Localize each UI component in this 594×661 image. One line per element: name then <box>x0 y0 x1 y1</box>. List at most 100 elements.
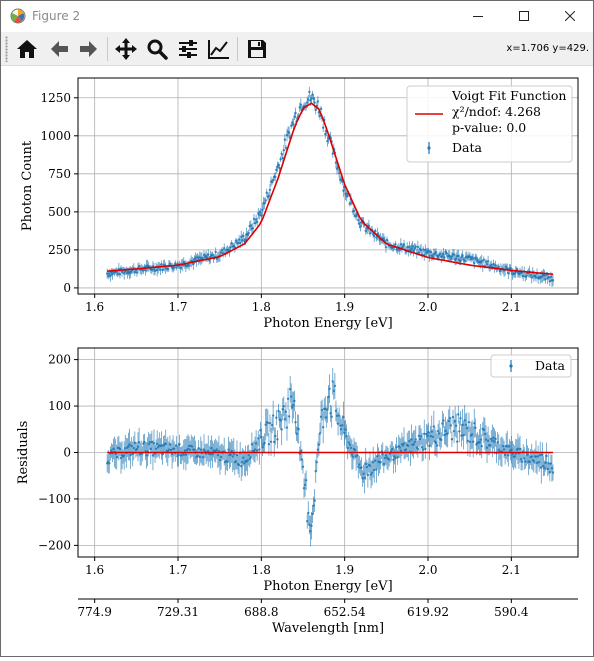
window-title: Figure 2 <box>32 9 81 23</box>
data-point <box>424 248 427 252</box>
data-point <box>254 442 258 445</box>
data-point <box>209 452 212 456</box>
data-point <box>364 462 367 466</box>
data-point <box>284 410 288 414</box>
data-point <box>122 272 126 275</box>
data-point <box>398 446 401 449</box>
data-point <box>274 175 277 179</box>
data-point <box>133 441 137 445</box>
data-point <box>285 426 289 429</box>
data-point <box>473 422 476 425</box>
legend-data-label: Data <box>535 358 565 373</box>
data-point <box>509 267 512 270</box>
data-point <box>273 440 276 444</box>
figure-svg[interactable]: 1.6 1.7 1.8 1.9 2.0 2.1025050075010001250Phot… <box>1 66 593 656</box>
figure-canvas[interactable]: 1.6 1.7 1.8 1.9 2.0 2.1 0 250 500 750 1000 1250 Phot… <box>1 66 593 656</box>
maximize-button[interactable] <box>501 1 547 31</box>
data-point <box>231 455 234 458</box>
data-point <box>373 234 376 238</box>
minimize-button[interactable] <box>455 1 501 31</box>
data-point <box>148 440 151 444</box>
data-point <box>543 467 546 470</box>
data-point <box>490 263 493 267</box>
data-point <box>515 267 519 271</box>
data-point <box>341 424 344 427</box>
wavelength-tick-label: 729.31 <box>157 605 199 619</box>
navigation-toolbar: x=1.706 y=429. <box>1 32 593 66</box>
data-point <box>332 389 336 393</box>
data-point <box>265 191 268 194</box>
data-point <box>445 252 448 255</box>
data-point <box>486 260 490 263</box>
data-point <box>376 454 379 458</box>
toolbar-grip[interactable] <box>5 36 8 62</box>
data-point <box>110 449 113 452</box>
edit-axes-button[interactable] <box>205 35 233 63</box>
data-point <box>447 419 450 423</box>
data-point <box>122 454 126 457</box>
data-point <box>229 453 232 456</box>
data-point <box>542 464 545 468</box>
data-point <box>468 255 472 259</box>
data-point <box>314 108 317 112</box>
data-point <box>368 464 372 467</box>
data-point <box>369 473 373 476</box>
data-point <box>111 272 114 276</box>
fit-axes: 1.6 1.7 1.8 1.9 2.0 2.1 0 250 500 750 1000 1250 Phot… <box>20 77 579 331</box>
data-point <box>246 233 249 237</box>
data-point <box>401 444 405 447</box>
legend: Data <box>490 354 572 378</box>
pan-button[interactable] <box>112 35 140 63</box>
zoom-button[interactable] <box>143 35 171 63</box>
data-point <box>164 442 167 445</box>
data-point <box>412 443 415 446</box>
data-point <box>428 254 431 258</box>
data-point <box>199 448 203 451</box>
data-point <box>211 453 214 456</box>
data-point <box>328 387 331 390</box>
save-button[interactable] <box>243 35 271 63</box>
data-point <box>426 434 429 438</box>
data-point <box>494 264 497 267</box>
data-point <box>249 455 253 459</box>
y-tick-label: 1000 <box>40 129 71 143</box>
legend-box <box>406 85 573 163</box>
data-point <box>219 251 223 254</box>
data-point <box>105 272 109 275</box>
data-point <box>493 440 496 443</box>
data-point <box>419 248 423 252</box>
data-point <box>357 465 360 468</box>
data-point <box>411 245 414 248</box>
close-button[interactable] <box>547 1 593 31</box>
data-point <box>348 443 351 447</box>
data-point <box>259 429 262 432</box>
data-point <box>270 180 274 184</box>
x-tick-label: 1.7 <box>168 300 187 314</box>
back-button[interactable] <box>45 35 73 63</box>
data-point <box>137 265 141 268</box>
home-button[interactable] <box>13 35 41 63</box>
y-tick-label: 0 <box>63 281 71 295</box>
data-point <box>437 432 441 435</box>
data-point <box>304 479 308 482</box>
data-point <box>450 255 454 258</box>
data-point <box>168 443 172 446</box>
data-point <box>211 253 214 257</box>
data-point <box>271 414 275 417</box>
data-point <box>186 447 190 451</box>
data-point <box>292 403 295 407</box>
data-point <box>110 271 113 274</box>
x-tick-label: 2.0 <box>418 300 437 314</box>
data-point <box>401 245 405 248</box>
data-point <box>115 455 118 459</box>
legend-data-marker <box>509 364 513 368</box>
subplots-button[interactable] <box>174 35 202 63</box>
data-point <box>333 384 337 388</box>
data-point <box>241 239 244 242</box>
home-icon <box>17 40 37 58</box>
data-point <box>551 279 555 282</box>
data-point <box>468 440 472 444</box>
data-point <box>349 446 353 450</box>
data-point <box>275 168 278 172</box>
forward-button[interactable] <box>75 35 103 63</box>
